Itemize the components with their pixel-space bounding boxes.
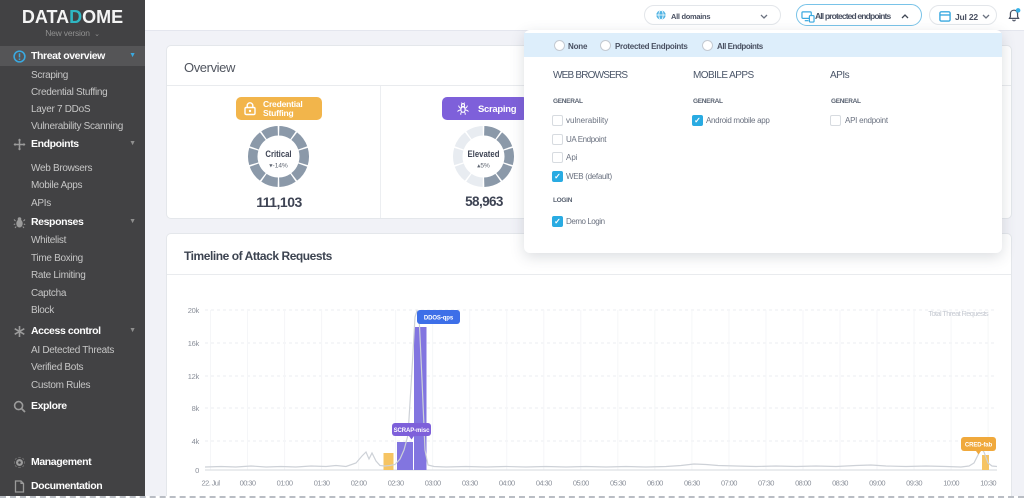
svg-text:Total Threat Requests: Total Threat Requests [928, 309, 988, 318]
svg-text:20k: 20k [188, 306, 200, 315]
svg-text:07:30: 07:30 [758, 479, 774, 488]
svg-text:01:00: 01:00 [277, 479, 293, 488]
svg-text:09:00: 09:00 [869, 479, 885, 488]
svg-text:03:00: 03:00 [425, 479, 441, 488]
svg-text:4k: 4k [192, 437, 200, 446]
svg-text:Critical: Critical [265, 148, 291, 159]
svg-text:01:30: 01:30 [314, 479, 330, 488]
svg-text:08:00: 08:00 [795, 479, 811, 488]
svg-text:10:30: 10:30 [980, 479, 996, 488]
svg-text:03:30: 03:30 [462, 479, 478, 488]
svg-text:22. Jul: 22. Jul [202, 479, 221, 488]
svg-text:08:30: 08:30 [832, 479, 848, 488]
svg-text:07:00: 07:00 [721, 479, 737, 488]
svg-text:8k: 8k [192, 404, 200, 413]
svg-text:04:30: 04:30 [536, 479, 552, 488]
svg-text:05:00: 05:00 [573, 479, 589, 488]
svg-text:DDOS-qps: DDOS-qps [424, 316, 454, 322]
svg-text:0: 0 [195, 466, 199, 475]
svg-text:CRED-fab: CRED-fab [965, 443, 993, 449]
svg-text:00:30: 00:30 [240, 479, 256, 488]
svg-text:06:00: 06:00 [647, 479, 663, 488]
svg-text:05:30: 05:30 [610, 479, 626, 488]
svg-text:Elevated: Elevated [467, 148, 499, 159]
svg-text:SCRAP-misc: SCRAP-misc [394, 428, 430, 434]
svg-text:02:00: 02:00 [351, 479, 367, 488]
svg-text:▴5%: ▴5% [477, 163, 490, 170]
svg-text:▾-14%: ▾-14% [269, 163, 288, 170]
svg-text:10:00: 10:00 [943, 479, 959, 488]
svg-text:02:30: 02:30 [388, 479, 404, 488]
svg-text:04:00: 04:00 [499, 479, 515, 488]
svg-text:12k: 12k [188, 372, 200, 381]
svg-text:06:30: 06:30 [684, 479, 700, 488]
svg-text:09:30: 09:30 [906, 479, 922, 488]
svg-text:16k: 16k [188, 339, 200, 348]
